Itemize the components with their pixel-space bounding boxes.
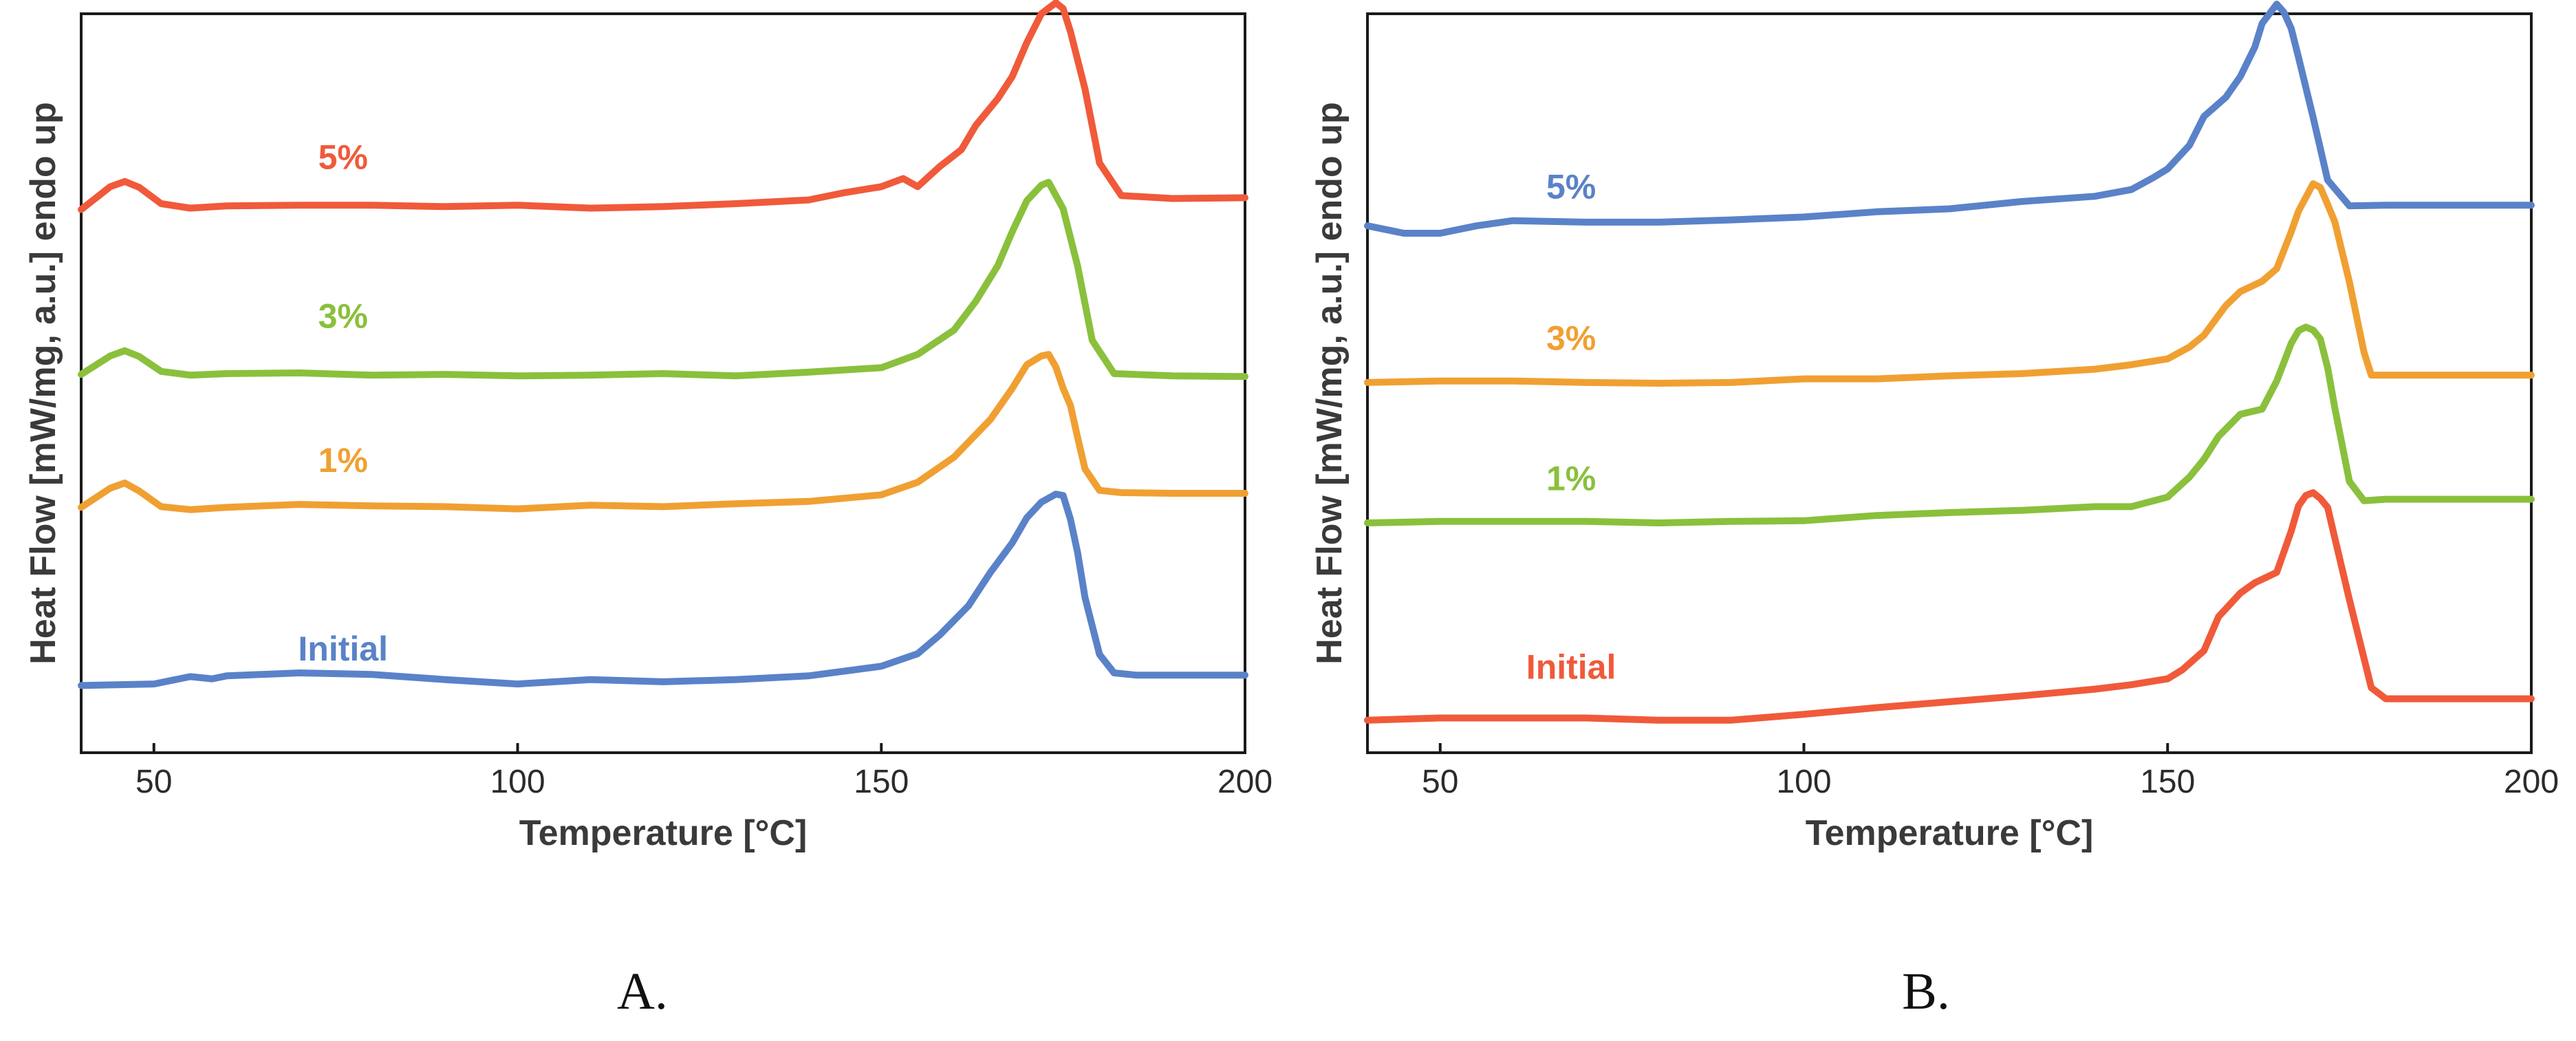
chart-b-series-label-3pct: 3% <box>1546 319 1596 358</box>
chart-a-x-ticks: 50 100 150 200 <box>136 743 1273 800</box>
chart-b-y-axis-title: Heat Flow [mW/mg, a.u.] endo up <box>1310 102 1350 665</box>
chart-a-series-label-1pct: 1% <box>318 441 368 480</box>
chart-b-series-label-initial: Initial <box>1526 648 1616 687</box>
chart-b-x-tick-label-150: 150 <box>2140 764 2195 800</box>
chart-a-series-line-initial <box>78 491 1248 689</box>
chart-a-series-label-3pct: 3% <box>318 297 368 335</box>
chart-b-caption: B. <box>1902 963 1950 1020</box>
chart-b-series-layer <box>1364 1 2535 724</box>
chart-a-x-tick-label-50: 50 <box>136 764 172 800</box>
chart-b-x-tick-label-100: 100 <box>1776 764 1831 800</box>
chart-a-series-line-5pct <box>78 0 1248 213</box>
chart-a-series-line-3pct <box>78 178 1248 380</box>
chart-b: 5% 3% 1% Initial 50 100 150 200 Temperature [°… <box>1310 1 2559 1020</box>
chart-a-plot-frame <box>80 12 1246 754</box>
chart-b-series-line-1pct <box>1364 323 2535 526</box>
chart-a-x-tick-label-200: 200 <box>1217 764 1273 800</box>
chart-a-series-layer <box>78 0 1248 689</box>
chart-b-series-line-5pct <box>1364 1 2535 237</box>
chart-b-series-line-initial <box>1364 489 2535 724</box>
chart-a-x-tick-label-100: 100 <box>490 764 545 800</box>
chart-b-x-ticks: 50 100 150 200 <box>1422 743 2559 800</box>
chart-b-series-label-5pct: 5% <box>1546 168 1596 206</box>
chart-a-series-label-5pct: 5% <box>318 138 368 177</box>
chart-a-series-line-1pct <box>78 351 1248 513</box>
chart-a-series-labels: 5% 3% 1% Initial <box>298 138 388 668</box>
chart-b-x-tick-label-200: 200 <box>2504 764 2559 800</box>
chart-a-caption: A. <box>617 963 668 1020</box>
chart-b-series-labels: 5% 3% 1% Initial <box>1526 168 1616 687</box>
chart-a-series-label-initial: Initial <box>298 630 388 668</box>
chart-b-series-label-1pct: 1% <box>1546 460 1596 498</box>
chart-a-x-axis-title: Temperature [°C] <box>519 813 808 853</box>
chart-b-x-axis-title: Temperature [°C] <box>1806 813 2094 853</box>
chart-b-x-tick-label-50: 50 <box>1422 764 1458 800</box>
chart-a: 5% 3% 1% Initial 50 100 150 200 Temperature [°… <box>23 0 1273 1020</box>
chart-a-y-axis-title: Heat Flow [mW/mg, a.u.] endo up <box>23 102 63 665</box>
chart-b-series-line-3pct <box>1364 180 2535 387</box>
chart-a-x-tick-label-150: 150 <box>854 764 909 800</box>
